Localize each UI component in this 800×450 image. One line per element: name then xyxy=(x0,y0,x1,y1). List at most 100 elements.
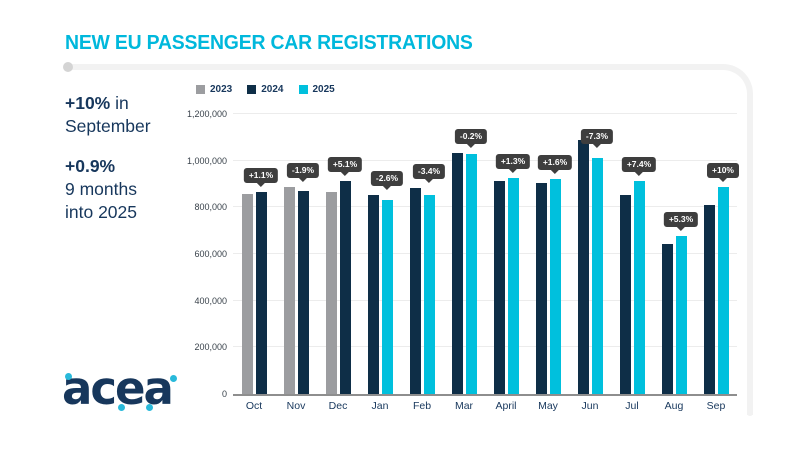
pct-callout-Sep: +10% xyxy=(707,162,739,178)
pct-callout-Nov: -1.9% xyxy=(286,163,320,179)
pct-callout-Feb: -3.4% xyxy=(412,163,446,179)
y-tick-label: 1,000,000 xyxy=(186,155,227,166)
gridline xyxy=(233,253,737,254)
frame-end-dot xyxy=(747,410,753,416)
pct-callout-Jun: -7.3% xyxy=(580,129,614,144)
logo-dot xyxy=(65,373,72,380)
bar-2025-Sep xyxy=(717,186,729,394)
y-tick-label: 800,000 xyxy=(194,202,227,213)
gridline xyxy=(233,346,737,348)
month-group-Nov: -1.9% Nov xyxy=(275,116,320,412)
bar-2024-May xyxy=(535,182,547,394)
month-group-May: +1.6% May xyxy=(527,116,573,412)
legend-label-2025: 2025 xyxy=(312,84,335,95)
acea-logo: acea xyxy=(62,364,192,416)
legend-swatch-2024 xyxy=(247,85,257,94)
frame-start-dot xyxy=(63,62,73,72)
month-group-Feb: -3.4% Feb xyxy=(401,116,446,412)
month-group-Sep: +10% Sep xyxy=(695,116,739,412)
bar-2024-Mar xyxy=(451,153,463,394)
bar-2024-Oct xyxy=(255,191,267,394)
x-tick-label-Aug: Aug xyxy=(664,400,684,412)
stat-ytd-label-2: into 2025 xyxy=(65,202,138,222)
x-tick-label-Feb: Feb xyxy=(412,400,432,412)
legend-swatch-2023 xyxy=(196,85,205,94)
bar-2024-Jun xyxy=(577,139,589,394)
stat-september-label: September xyxy=(65,116,151,136)
month-group-Mar: -0.2% Mar xyxy=(443,116,488,412)
month-group-April: +1.3% April xyxy=(485,116,531,412)
bar-2023-Nov xyxy=(283,187,295,394)
page-title: NEW EU PASSENGER CAR REGISTRATIONS xyxy=(65,32,473,54)
x-tick-label-Mar: Mar xyxy=(454,400,474,412)
x-tick-label-Jul: Jul xyxy=(625,400,639,412)
pct-callout-Dec: +5.1% xyxy=(327,157,363,173)
x-tick-label-Oct: Oct xyxy=(245,400,263,412)
y-tick-label: 400,000 xyxy=(194,295,227,306)
logo-dot xyxy=(146,404,153,411)
highlight-stats: +10% in September +0.9% 9 months into 20… xyxy=(65,92,205,241)
chart-legend: 2023 2024 2025 xyxy=(196,84,335,95)
bar-2024-Jan xyxy=(367,194,379,394)
bar-2025-April xyxy=(507,178,519,394)
y-tick-label: 1,200,000 xyxy=(186,109,227,119)
legend-swatch-2025 xyxy=(298,85,308,94)
bar-2025-Jul xyxy=(633,180,645,394)
stat-september-suffix: in xyxy=(110,93,129,113)
bar-2024-Sep xyxy=(703,205,715,394)
month-group-Aug: +5.3% Aug xyxy=(653,116,699,412)
pct-callout-Oct: +1.1% xyxy=(243,167,279,183)
x-tick-label-Nov: Nov xyxy=(286,400,306,412)
pct-callout-Mar: -0.2% xyxy=(454,129,488,145)
bar-2024-April xyxy=(493,180,505,394)
bar-2023-Dec xyxy=(325,191,337,394)
x-tick-label-Jun: Jun xyxy=(581,400,599,412)
pct-callout-Jul: +7.4% xyxy=(621,156,657,172)
x-tick-label-Jan: Jan xyxy=(371,400,389,412)
month-group-Jun: -7.3% Jun xyxy=(569,116,614,412)
stat-ytd: +0.9% 9 months into 2025 xyxy=(65,155,205,224)
gridline xyxy=(233,113,737,114)
acea-logo-text: acea xyxy=(62,362,174,415)
legend-label-2024: 2024 xyxy=(261,84,284,95)
legend-item-2024: 2024 xyxy=(247,84,284,95)
legend-label-2023: 2023 xyxy=(210,84,233,95)
x-tick-label-Dec: Dec xyxy=(328,400,348,412)
stat-ytd-label-1: 9 months xyxy=(65,179,137,199)
stat-september: +10% in September xyxy=(65,92,205,138)
bar-2025-Jan xyxy=(381,200,393,394)
gridline xyxy=(233,206,737,208)
bar-2024-Jul xyxy=(619,195,631,394)
y-tick-label: 600,000 xyxy=(194,249,227,259)
pct-callout-April: +1.3% xyxy=(495,154,531,170)
x-tick-label-April: April xyxy=(495,400,517,412)
logo-dot xyxy=(118,404,125,411)
month-group-Jul: +7.4% Jul xyxy=(611,116,657,412)
legend-item-2025: 2025 xyxy=(298,84,335,95)
bar-2025-May xyxy=(549,179,561,394)
y-tick-label: 200,000 xyxy=(194,342,227,353)
month-group-Dec: +5.1% Dec xyxy=(317,116,363,412)
gridline xyxy=(233,159,737,161)
gridline xyxy=(233,299,737,301)
legend-item-2023: 2023 xyxy=(196,84,232,95)
bar-2024-Feb xyxy=(409,187,421,394)
bar-2024-Dec xyxy=(339,181,351,394)
bar-2025-Mar xyxy=(465,153,477,394)
bar-2024-Nov xyxy=(297,191,309,394)
month-group-Oct: +1.1% Oct xyxy=(233,116,279,412)
stat-ytd-value: +0.9% xyxy=(65,156,116,176)
pct-callout-Jan: -2.6% xyxy=(370,170,404,186)
logo-dot xyxy=(170,375,177,382)
pct-callout-Aug: +5.3% xyxy=(663,211,699,227)
bar-chart-plot-area: 0 200,000 400,000 600,000 800,000 1,000,000 1,… xyxy=(187,109,739,412)
y-tick-label: 0 xyxy=(221,389,227,399)
stat-september-value: +10% xyxy=(65,93,111,113)
bar-2024-Aug xyxy=(661,243,673,394)
decorative-frame-line xyxy=(65,64,753,415)
month-group-Jan: -2.6% Jan xyxy=(359,116,404,412)
bar-2025-Aug xyxy=(675,235,687,394)
x-tick-label-Sep: Sep xyxy=(706,400,726,412)
bar-2025-Jun xyxy=(591,158,603,394)
